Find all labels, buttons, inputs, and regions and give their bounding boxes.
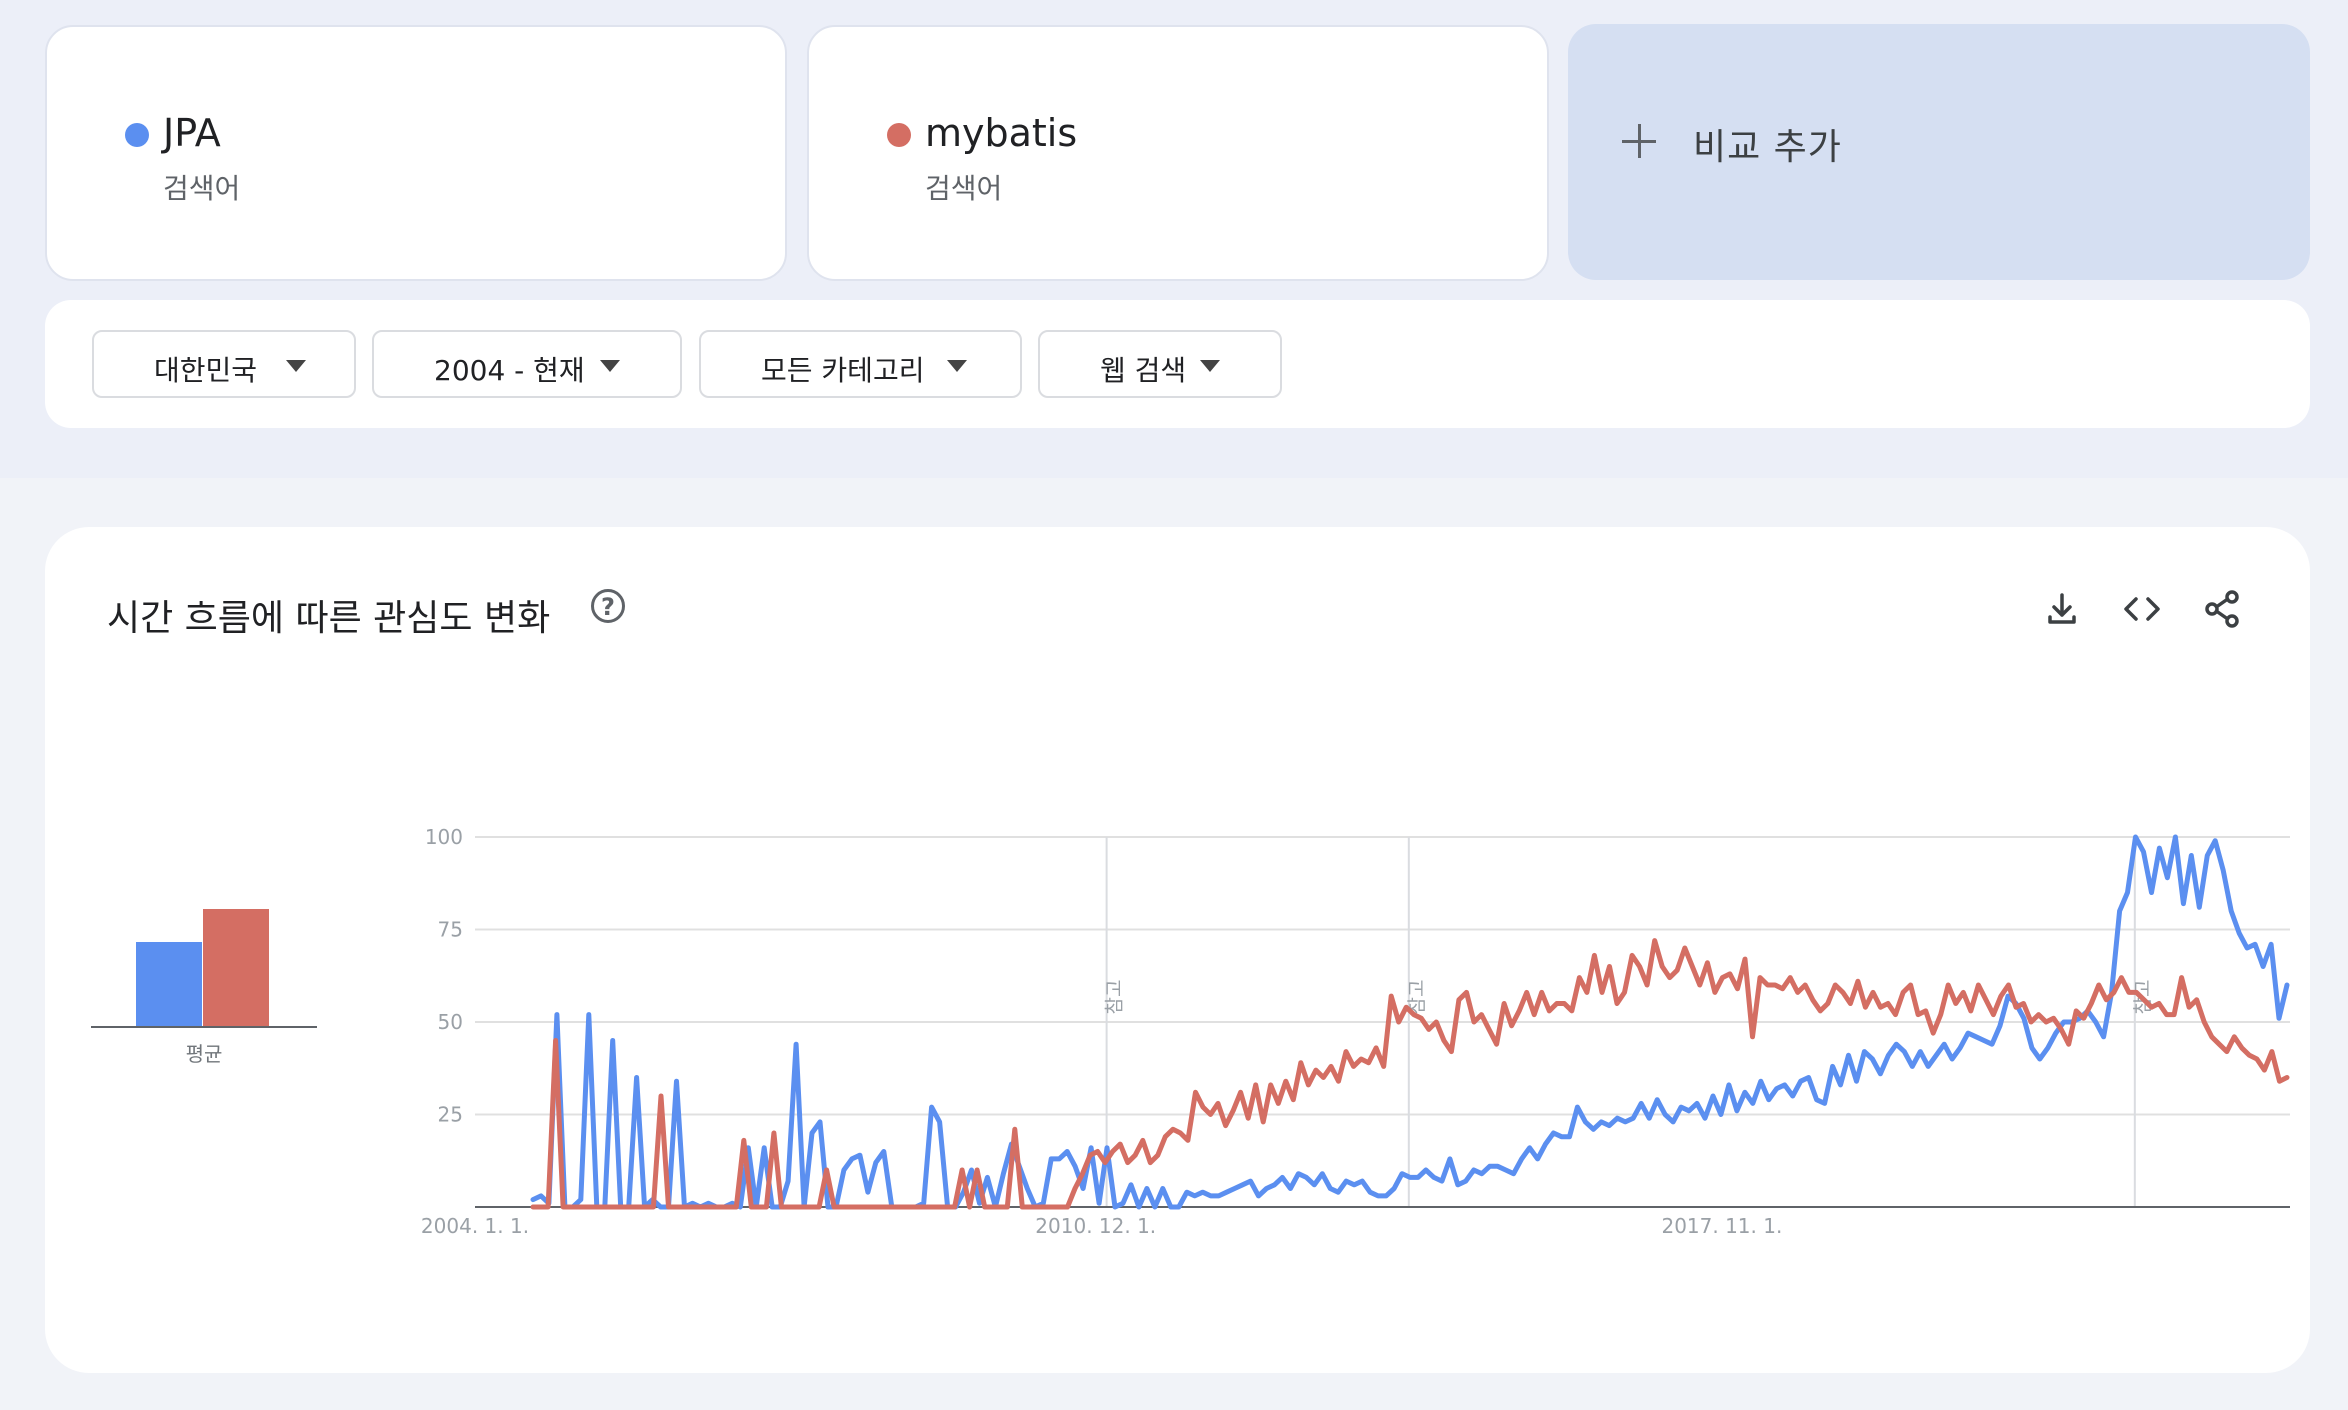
average-summary: 평균 [91, 757, 317, 1077]
add-comparison-button[interactable]: 비교 추가 [1568, 24, 2310, 280]
embed-code-icon[interactable] [2118, 585, 2166, 633]
average-axis [91, 1026, 317, 1028]
category-filter-label: 모든 카테고리 [761, 354, 925, 387]
plus-icon [1622, 124, 1656, 158]
series-line-mybatis [530, 938, 2290, 1210]
filter-bar: 대한민국 2004 - 현재 모든 카테고리 웹 검색 [45, 300, 2310, 428]
term-card-mybatis[interactable]: mybatis 검색어 [807, 25, 1549, 281]
term-name-jpa[interactable]: JPA [163, 111, 221, 155]
x-tick-label: 2010. 12. 1. [1035, 1214, 1156, 1238]
time-range-filter-label: 2004 - 현재 [434, 354, 585, 387]
term-type-jpa: 검색어 [163, 172, 241, 205]
chevron-down-icon [286, 360, 306, 372]
time-range-filter-dropdown[interactable]: 2004 - 현재 [372, 330, 682, 398]
y-tick-label: 25 [438, 1103, 463, 1127]
x-tick-label: 2017. 11. 1. [1661, 1214, 1782, 1238]
y-tick-label: 75 [438, 918, 463, 942]
search-type-filter-label: 웹 검색 [1100, 354, 1187, 387]
download-icon[interactable] [2038, 585, 2086, 633]
average-label: 평균 [185, 1042, 223, 1066]
interest-over-time-panel: 시간 흐름에 따른 관심도 변화 ? 평균 100 75 50 25 참고 참고 참고 200… [45, 527, 2310, 1373]
term-card-jpa[interactable]: JPA 검색어 [45, 25, 787, 281]
note-marker-label: 참고 [1406, 980, 1428, 1015]
category-filter-dropdown[interactable]: 모든 카테고리 [699, 330, 1022, 398]
add-comparison-label: 비교 추가 [1693, 127, 1842, 168]
x-tick-label: 2004. 1. 1. [421, 1214, 529, 1238]
note-marker-label: 참고 [1104, 980, 1126, 1015]
series-color-dot-mybatis [887, 123, 911, 147]
term-type-mybatis: 검색어 [925, 172, 1003, 205]
y-tick-label: 50 [438, 1010, 463, 1034]
region-filter-dropdown[interactable]: 대한민국 [92, 330, 356, 398]
series-color-dot-jpa [125, 123, 149, 147]
average-bar-mybatis [203, 908, 269, 1027]
chevron-down-icon [600, 360, 620, 372]
search-type-filter-dropdown[interactable]: 웹 검색 [1038, 330, 1282, 398]
help-circle-icon[interactable]: ? [591, 589, 625, 623]
y-tick-label: 100 [425, 825, 463, 849]
region-filter-label: 대한민국 [154, 354, 258, 387]
share-icon[interactable] [2198, 585, 2246, 633]
average-bar-jpa [136, 941, 202, 1027]
panel-title: 시간 흐름에 따른 관심도 변화 [107, 598, 551, 639]
chevron-down-icon [947, 360, 967, 372]
term-name-mybatis[interactable]: mybatis [925, 111, 1078, 155]
chevron-down-icon [1200, 360, 1220, 372]
